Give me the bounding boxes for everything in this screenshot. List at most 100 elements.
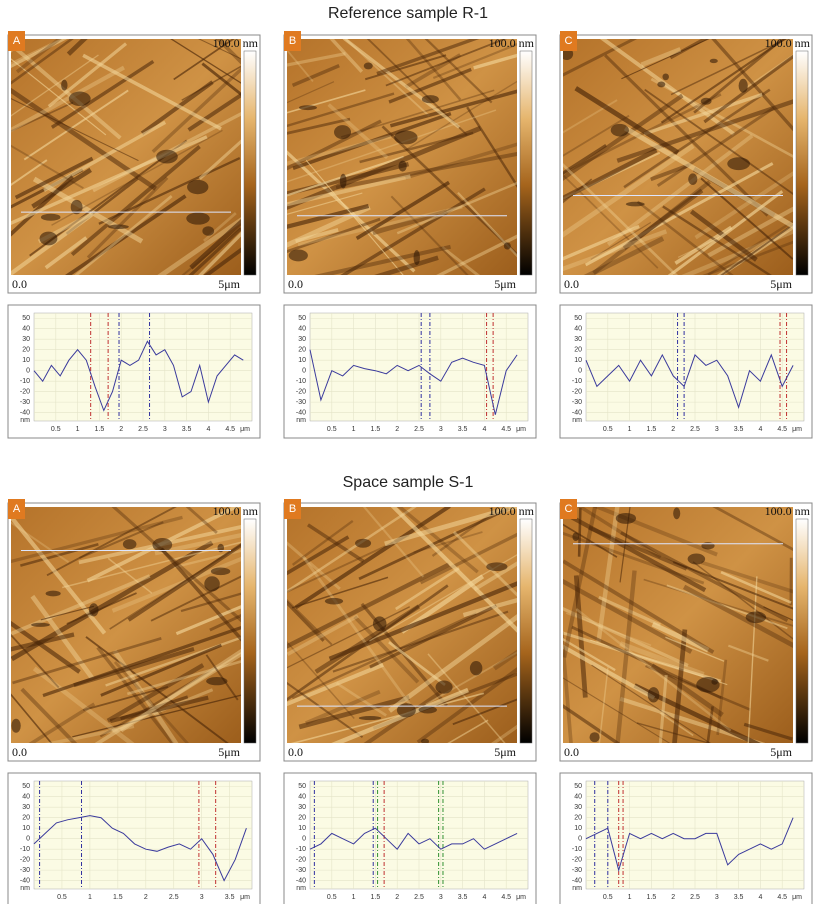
afm-panel: 100.0 nm0.05μmB [226,446,585,789]
x-tick-label: 3 [715,426,719,433]
x-tick-label: 0.5 [327,894,337,901]
afm-pit [397,703,416,717]
y-tick-label: 50 [574,783,582,790]
y-tick-label: 40 [22,794,30,801]
afm-pit [711,679,718,685]
panel-letter: A [13,503,21,515]
afm-pit [211,568,230,576]
y-tick-label: -30 [20,867,30,874]
y-tick-label: 10 [574,357,582,364]
y-tick-label: 30 [574,336,582,343]
y-tick-label: -10 [572,378,582,385]
scale-max-label: 100.0 nm [765,36,811,50]
afm-pit [299,105,317,110]
x-unit: μm [240,894,250,901]
x-tick-label: 1 [352,426,356,433]
y-tick-label: 50 [22,783,30,790]
afm-pit [373,616,387,631]
color-bar [520,519,532,743]
panel-letter: B [289,503,296,515]
y-unit: nm [296,885,306,892]
x-tick-label: 3.5 [458,426,468,433]
y-tick-label: -10 [296,378,306,385]
afm-pit [359,716,382,720]
x-unit: μm [516,426,526,433]
color-bar [796,51,808,275]
afm-panel: 100.0 nm0.05μmA [0,0,317,341]
x-tick-label: 3 [163,426,167,433]
profile-chart: 50403020100-10-20-30-40nm0.511.522.533.5… [8,305,260,438]
color-bar [244,519,256,743]
origin-label: 0.0 [12,277,27,291]
afm-pit [398,161,406,172]
x-tick-label: 0.5 [603,894,613,901]
y-tick-label: 40 [298,794,306,801]
afm-pit [31,623,50,627]
y-tick-label: 20 [22,347,30,354]
afm-pit [626,202,645,207]
length-label: 5μm [770,745,792,759]
y-tick-label: -20 [20,856,30,863]
origin-label: 0.0 [564,745,579,759]
y-tick-label: 20 [574,347,582,354]
afm-pit [436,681,453,694]
length-label: 5μm [770,277,792,291]
afm-pit [340,174,347,189]
y-tick-label: 30 [22,336,30,343]
x-unit: μm [516,894,526,901]
x-tick-label: 4.5 [501,894,511,901]
y-tick-label: 20 [298,347,306,354]
y-unit: nm [20,417,30,424]
x-tick-label: 1.5 [95,426,105,433]
y-tick-label: 20 [574,815,582,822]
afm-pit [422,95,439,103]
x-tick-label: 1.5 [113,894,123,901]
afm-pit [590,732,600,742]
afm-pit [662,73,668,80]
afm-pit [152,538,172,552]
scale-max-label: 100.0 nm [489,36,535,50]
y-tick-label: -20 [296,388,306,395]
y-tick-label: 0 [26,836,30,843]
scale-max-label: 100.0 nm [489,504,535,518]
afm-pit [648,687,660,702]
x-tick-label: 0.5 [603,426,613,433]
panel-letter: C [565,503,573,515]
afm-pit [414,250,420,265]
x-tick-label: 3.5 [734,426,744,433]
afm-pit [123,539,137,549]
y-tick-label: 30 [22,804,30,811]
y-tick-label: 10 [298,825,306,832]
section-title: Space sample S-1 [343,474,474,491]
x-tick-label: 2 [395,894,399,901]
x-tick-label: 3 [439,426,443,433]
y-unit: nm [20,885,30,892]
y-tick-label: 40 [574,794,582,801]
x-unit: μm [792,426,802,433]
afm-pit [186,212,209,224]
afm-pit [657,81,665,87]
afm-pit [394,131,417,145]
y-tick-label: 40 [574,326,582,333]
y-tick-label: -40 [572,409,582,416]
y-tick-label: 10 [22,357,30,364]
x-tick-label: 4.5 [225,426,235,433]
panel-letter: A [13,35,21,47]
y-tick-label: -40 [572,877,582,884]
afm-pit [206,677,227,685]
x-tick-label: 1 [628,426,632,433]
afm-pit [334,125,351,139]
y-tick-label: 50 [22,315,30,322]
afm-pit [419,706,437,713]
x-tick-label: 1 [76,426,80,433]
x-tick-label: 3.5 [225,894,235,901]
x-tick-label: 2.5 [690,894,700,901]
afm-pit [470,661,482,675]
y-tick-label: -30 [572,399,582,406]
profile-chart: 50403020100-10-20-30-40nm0.511.522.533.5… [284,305,536,438]
x-unit: μm [792,894,802,901]
x-tick-label: 1.5 [371,426,381,433]
afm-pit [746,611,766,623]
afm-pit [11,719,20,733]
length-label: 5μm [218,745,240,759]
